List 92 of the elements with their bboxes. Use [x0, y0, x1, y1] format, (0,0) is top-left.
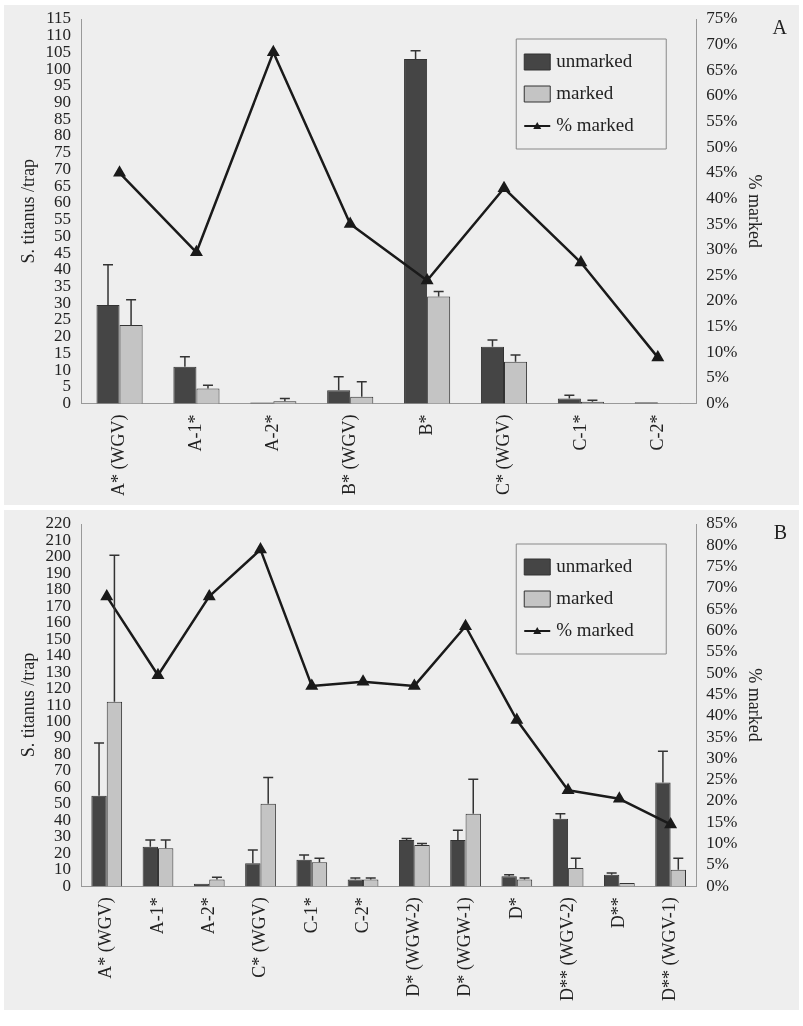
x-tick-label: C-2*	[351, 897, 372, 934]
x-tick-label: A-2*	[262, 414, 283, 452]
y2-tick-label: 0%	[706, 875, 729, 895]
y2-tick-label: 20%	[706, 790, 738, 810]
x-tick-label: A-2*	[197, 897, 218, 935]
y2-tick-label: 15%	[706, 811, 738, 831]
point	[408, 679, 420, 690]
y2-tick-label: 20%	[706, 290, 738, 310]
y2-tick-label: 35%	[706, 213, 738, 233]
y2-axis-title: % marked	[745, 174, 766, 248]
x-tick-label: A-1*	[185, 414, 206, 452]
point	[152, 669, 164, 680]
x-tick-label: D* (WGW-1)	[454, 897, 476, 997]
point	[113, 166, 126, 177]
point	[357, 675, 369, 686]
y2-tick-label: 40%	[706, 705, 738, 725]
y2-tick-label: 60%	[706, 85, 738, 105]
legend-label: marked	[556, 81, 614, 103]
point	[511, 713, 523, 724]
point	[254, 543, 267, 554]
y-tick-label: 30	[54, 292, 72, 312]
legend-label: unmarked	[556, 554, 633, 576]
x-tick-label: C* (WGV)	[492, 414, 514, 496]
y-tick-label: 60	[54, 192, 72, 212]
y-tick-label: 65	[54, 175, 72, 195]
y2-tick-label: 60%	[706, 619, 738, 639]
y2-tick-label: 25%	[706, 769, 738, 789]
x-tick-label: C-1*	[300, 897, 321, 934]
point	[101, 590, 113, 601]
y2-tick-label: 70%	[706, 34, 738, 54]
y2-tick-label: 50%	[706, 136, 738, 156]
y-tick-label: 80	[54, 125, 72, 145]
y2-tick-label: 85%	[706, 513, 738, 533]
x-tick-label: D*	[505, 897, 526, 920]
x-tick-label: D** (WGV-2)	[556, 897, 578, 1002]
x-tick-label: C-1*	[569, 414, 590, 451]
point	[421, 274, 433, 285]
point	[613, 792, 625, 803]
x-tick-label: C-2*	[646, 414, 667, 451]
x-tick-label: A* (WGV)	[108, 414, 130, 497]
y2-tick-label: 30%	[706, 239, 738, 259]
y2-tick-label: 5%	[706, 854, 729, 874]
y2-tick-label: 30%	[706, 747, 738, 767]
x-tick-label: D* (WGW-2)	[403, 897, 425, 997]
x-tick-label: B*	[415, 414, 436, 436]
y2-tick-label: 55%	[706, 111, 738, 131]
point	[652, 351, 664, 362]
y2-tick-label: 45%	[706, 683, 738, 703]
x-tick-label: C* (WGV)	[249, 897, 271, 978]
y2-tick-label: 65%	[706, 59, 738, 79]
y2-tick-label: 40%	[706, 187, 738, 207]
y-tick-label: 10	[54, 359, 72, 379]
legend-label: unmarked	[556, 49, 633, 71]
y2-tick-label: 15%	[706, 316, 738, 336]
y-axis-title: S. titanus /trap	[17, 652, 38, 758]
point	[344, 217, 356, 228]
y2-tick-label: 25%	[706, 264, 738, 284]
point	[665, 818, 677, 829]
y2-tick-label: 10%	[706, 833, 738, 853]
point	[575, 256, 587, 267]
text: A	[772, 16, 788, 39]
x-tick-label: D**	[608, 897, 629, 929]
legend-label: % marked	[556, 113, 635, 135]
y2-tick-label: 50%	[706, 662, 738, 682]
y2-tick-label: 55%	[706, 641, 738, 661]
y-tick-label: 95	[54, 75, 72, 95]
y-tick-label: 25	[54, 309, 72, 329]
y2-axis-title: % marked	[745, 668, 766, 742]
x-tick-label: B* (WGV)	[338, 414, 360, 496]
y2-tick-label: 80%	[706, 534, 738, 554]
y-tick-label: 100	[45, 58, 72, 78]
legend-label: % marked	[556, 618, 635, 640]
y2-tick-label: 10%	[706, 341, 738, 361]
point	[498, 181, 510, 192]
y2-tick-label: 75%	[706, 556, 738, 576]
y-axis-title: S. titanus /trap	[17, 159, 38, 264]
y2-tick-label: 75%	[706, 8, 738, 28]
y2-tick-label: 65%	[706, 598, 738, 618]
text: B	[773, 521, 787, 544]
y2-tick-label: 5%	[706, 367, 729, 387]
legend-label: marked	[556, 586, 614, 608]
y2-tick-label: 35%	[706, 726, 738, 746]
y-tick-label: 45	[54, 242, 72, 262]
y2-tick-label: 0%	[706, 392, 729, 412]
y2-tick-label: 70%	[706, 577, 738, 597]
x-tick-label: A* (WGV)	[95, 897, 117, 979]
point	[203, 590, 215, 601]
x-tick-label: A-1*	[146, 897, 167, 935]
x-tick-label: D** (WGV-1)	[659, 897, 681, 1002]
point	[306, 679, 318, 690]
y2-tick-label: 45%	[706, 162, 738, 182]
y-tick-label: 115	[46, 8, 72, 28]
